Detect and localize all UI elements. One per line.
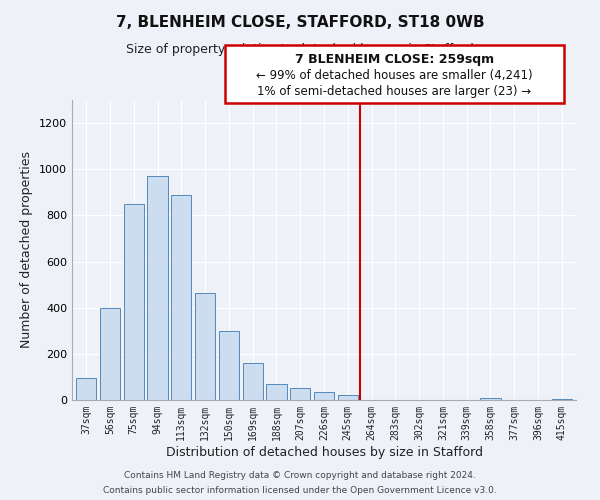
X-axis label: Distribution of detached houses by size in Stafford: Distribution of detached houses by size … bbox=[166, 446, 482, 458]
Bar bbox=[242, 363, 263, 400]
Text: Contains HM Land Registry data © Crown copyright and database right 2024.: Contains HM Land Registry data © Crown c… bbox=[124, 471, 476, 480]
Bar bbox=[314, 392, 334, 400]
Bar bbox=[551, 399, 572, 400]
Bar bbox=[195, 292, 215, 400]
Text: 7, BLENHEIM CLOSE, STAFFORD, ST18 0WB: 7, BLENHEIM CLOSE, STAFFORD, ST18 0WB bbox=[116, 15, 484, 30]
Text: Contains public sector information licensed under the Open Government Licence v3: Contains public sector information licen… bbox=[103, 486, 497, 495]
Text: 1% of semi-detached houses are larger (23) →: 1% of semi-detached houses are larger (2… bbox=[257, 85, 532, 98]
Bar bbox=[171, 194, 191, 400]
Bar bbox=[290, 388, 310, 400]
Bar bbox=[481, 398, 500, 400]
Bar bbox=[266, 384, 287, 400]
Bar bbox=[219, 331, 239, 400]
Text: ← 99% of detached houses are smaller (4,241): ← 99% of detached houses are smaller (4,… bbox=[256, 69, 533, 82]
Bar bbox=[148, 176, 167, 400]
Bar bbox=[76, 378, 97, 400]
Text: 7 BLENHEIM CLOSE: 259sqm: 7 BLENHEIM CLOSE: 259sqm bbox=[295, 52, 494, 66]
Bar bbox=[338, 396, 358, 400]
Bar bbox=[100, 308, 120, 400]
Y-axis label: Number of detached properties: Number of detached properties bbox=[20, 152, 34, 348]
Bar bbox=[124, 204, 144, 400]
Text: Size of property relative to detached houses in Stafford: Size of property relative to detached ho… bbox=[126, 42, 474, 56]
